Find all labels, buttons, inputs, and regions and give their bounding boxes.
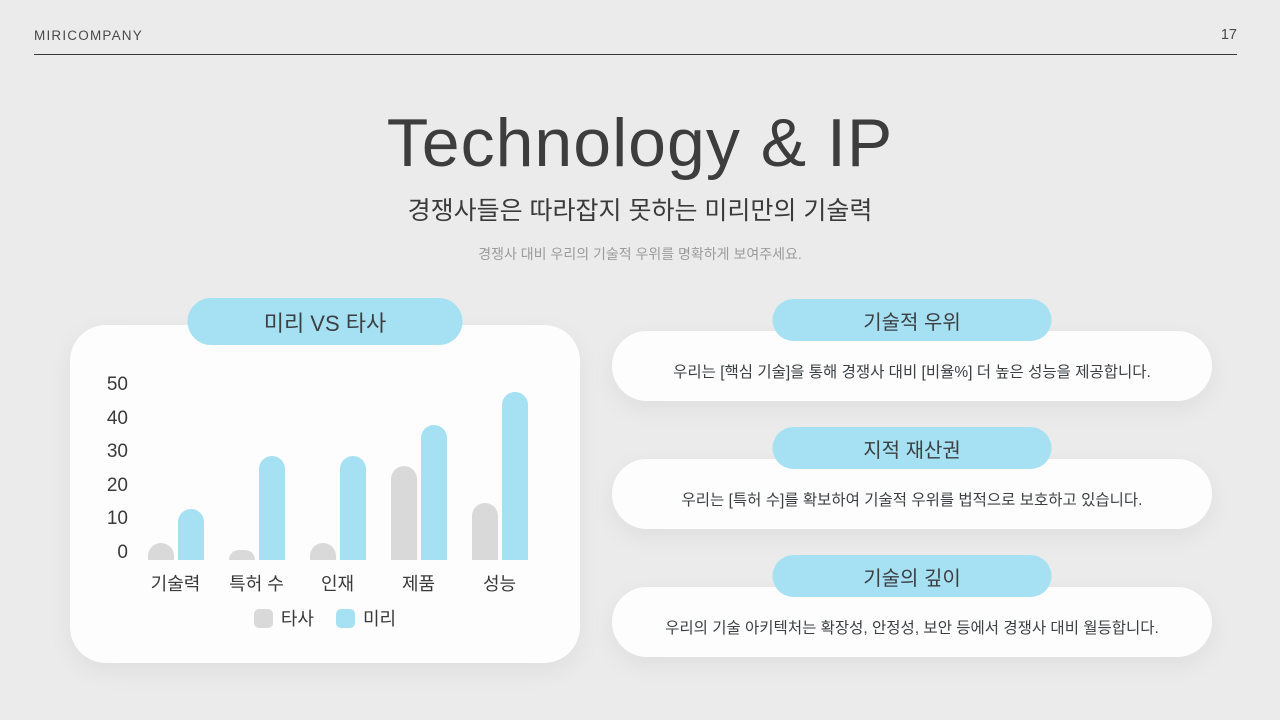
chart-card-pill: 미리 VS 타사 bbox=[187, 298, 463, 345]
bar-타사-인재 bbox=[309, 542, 336, 560]
bar-미리-인재 bbox=[339, 455, 366, 560]
y-axis-tick: 20 bbox=[106, 474, 128, 496]
page-number: 17 bbox=[1220, 27, 1237, 43]
bar-타사-성능 bbox=[471, 502, 498, 560]
y-axis-tick: 40 bbox=[106, 407, 128, 429]
bar-타사-특허 수 bbox=[228, 549, 255, 560]
legend-label: 미리 bbox=[363, 609, 397, 629]
bar-미리-기술력 bbox=[177, 509, 204, 560]
title-block: Technology & IP 경쟁사들은 따라잡지 못하는 미리만의 기술력 … bbox=[0, 104, 1280, 264]
y-axis-tick: 10 bbox=[106, 508, 128, 530]
bar-미리-특허 수 bbox=[258, 455, 285, 560]
y-axis-tick: 0 bbox=[117, 542, 128, 563]
info-card-1-pill: 기술적 우위 bbox=[772, 299, 1052, 341]
helper-text: 경쟁사 대비 우리의 기술적 우위를 명확하게 보여주세요. bbox=[478, 246, 802, 263]
bar-타사-제품 bbox=[390, 465, 417, 560]
y-axis-tick: 50 bbox=[106, 374, 128, 395]
legend-swatch bbox=[253, 608, 273, 628]
x-axis-label: 기술력 bbox=[150, 574, 201, 594]
header-bar: MIRICOMPANY 17 bbox=[34, 0, 1237, 55]
x-axis-label: 제품 bbox=[401, 574, 436, 594]
page-subtitle: 경쟁사들은 따라잡지 못하는 미리만의 기술력 bbox=[407, 197, 873, 226]
chart-legend: 타사 미리 bbox=[70, 605, 580, 631]
info-card-3-body: 우리의 기술 아키텍처는 확장성, 안정성, 보안 등에서 경쟁사 대비 월등합… bbox=[665, 619, 1159, 637]
company-name: MIRICOMPANY bbox=[34, 28, 143, 43]
bar-타사-기술력 bbox=[147, 542, 174, 560]
info-card-2-body: 우리는 [특허 수]를 확보하여 기술적 우위를 법적으로 보호하고 있습니다. bbox=[681, 491, 1143, 509]
legend-item-미리: 미리 bbox=[336, 605, 396, 631]
page-title: Technology & IP bbox=[386, 105, 894, 181]
legend-swatch bbox=[336, 608, 355, 628]
info-card-3-pill: 기술의 깊이 bbox=[772, 555, 1052, 597]
info-card-tech-advantage: 기술적 우위 우리는 [핵심 기술]을 통해 경쟁사 대비 [비율%] 더 높은… bbox=[612, 299, 1212, 401]
info-card-ip: 지적 재산권 우리는 [특허 수]를 확보하여 기술적 우위를 법적으로 보호하… bbox=[612, 427, 1212, 529]
x-axis-label: 인재 bbox=[320, 574, 355, 594]
legend-label: 타사 bbox=[280, 609, 314, 629]
bar-미리-제품 bbox=[420, 425, 447, 560]
info-card-2-pill: 지적 재산권 bbox=[772, 427, 1052, 469]
legend-item-타사: 타사 bbox=[253, 605, 314, 631]
bar-미리-성능 bbox=[501, 391, 528, 560]
y-axis-tick: 30 bbox=[106, 441, 128, 463]
info-card-tech-depth: 기술의 깊이 우리의 기술 아키텍처는 확장성, 안정성, 보안 등에서 경쟁사… bbox=[612, 555, 1212, 657]
x-axis-label: 성능 bbox=[482, 574, 517, 594]
info-card-1-body: 우리는 [핵심 기술]을 통해 경쟁사 대비 [비율%] 더 높은 성능을 제공… bbox=[673, 363, 1151, 381]
x-axis-label: 특허 수 bbox=[229, 574, 284, 594]
